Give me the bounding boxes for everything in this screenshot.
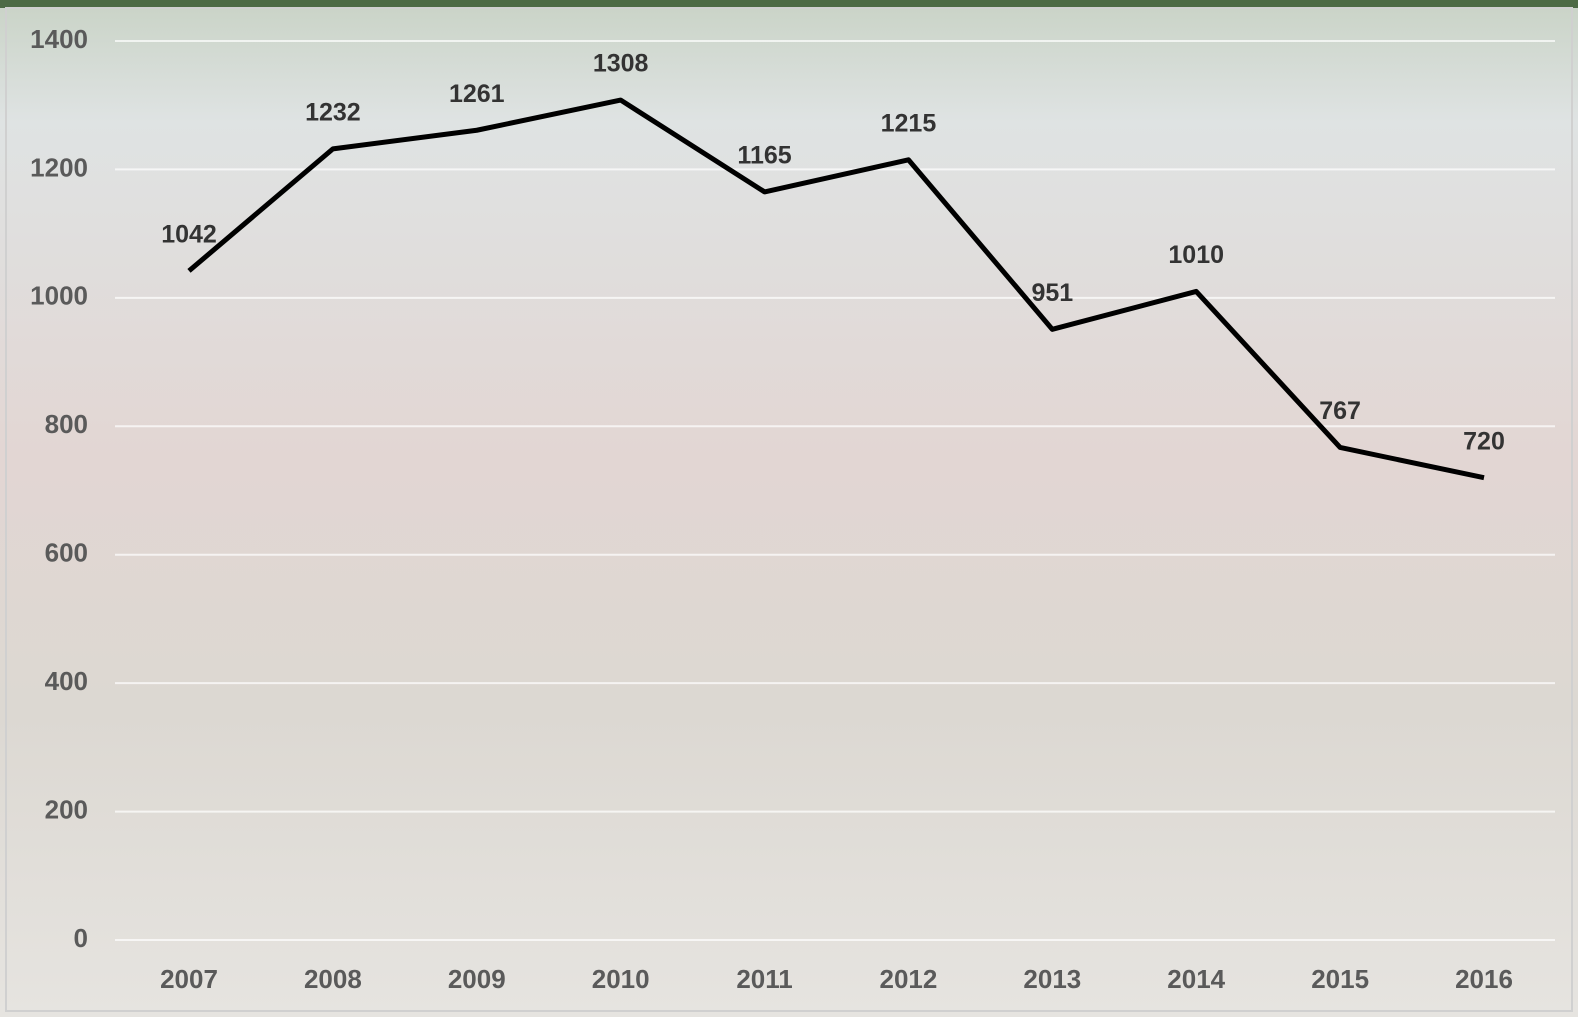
y-tick-label: 600 xyxy=(45,538,88,568)
x-tick-label: 2007 xyxy=(160,964,218,994)
x-tick-label: 2008 xyxy=(304,964,362,994)
y-tick-label: 400 xyxy=(45,666,88,696)
data-label: 951 xyxy=(1031,279,1073,307)
data-label: 1010 xyxy=(1168,241,1224,269)
data-label: 1261 xyxy=(449,80,505,108)
data-label: 1165 xyxy=(737,142,791,170)
x-tick-label: 2012 xyxy=(880,964,938,994)
x-tick-label: 2015 xyxy=(1311,964,1369,994)
x-tick-label: 2010 xyxy=(592,964,650,994)
x-tick-label: 2009 xyxy=(448,964,506,994)
y-tick-label: 1400 xyxy=(30,24,88,54)
y-tick-label: 0 xyxy=(74,923,88,953)
background-top xyxy=(0,0,1578,8)
x-tick-label: 2011 xyxy=(736,964,792,994)
y-tick-label: 1200 xyxy=(30,152,88,182)
y-tick-label: 1000 xyxy=(30,281,88,311)
x-tick-label: 2014 xyxy=(1167,964,1225,994)
chart: 0 200 400 600 800 1000 1200 1400 2007 2008 2009 201… xyxy=(0,0,1578,1017)
y-tick-label: 800 xyxy=(45,409,88,439)
x-tick-label: 2016 xyxy=(1455,964,1513,994)
data-label: 767 xyxy=(1319,397,1361,425)
y-tick-label: 200 xyxy=(45,794,88,824)
data-label: 1308 xyxy=(593,50,649,78)
data-label: 720 xyxy=(1463,427,1505,455)
data-label: 1042 xyxy=(161,220,217,248)
data-label: 1232 xyxy=(305,98,361,126)
data-label: 1215 xyxy=(881,109,937,137)
x-tick-label: 2013 xyxy=(1023,964,1081,994)
